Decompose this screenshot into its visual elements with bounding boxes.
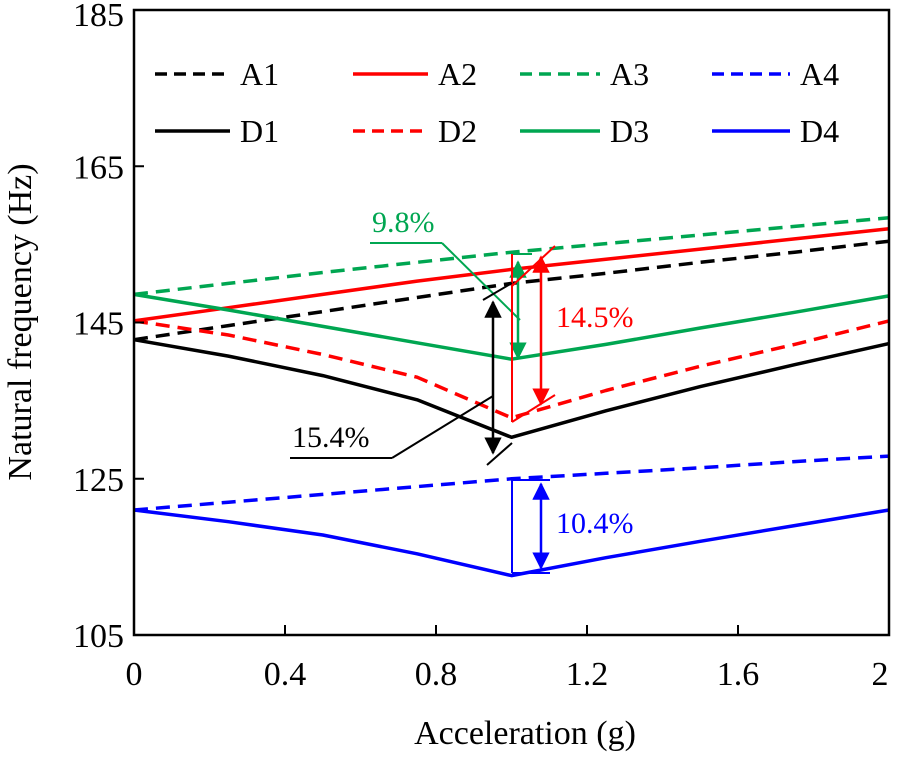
- annotation-layer: 9.8% 14.5% 15.4% 10.4%: [290, 206, 634, 574]
- legend-item-d1: D1: [155, 113, 279, 149]
- series-line-d4: [133, 508, 890, 578]
- legend: A1 A2 A3 A4 D1 D2 D3 D4: [155, 56, 839, 149]
- annotation-9-8-label: 9.8%: [372, 206, 435, 239]
- annotation-9-8-leader-diag: [441, 242, 521, 321]
- legend-label-d3: D3: [610, 113, 649, 149]
- series-line-d1: [133, 337, 890, 440]
- annotation-15-4-tick-bot: [486, 442, 513, 466]
- x-tick-label: 0.4: [264, 656, 307, 693]
- x-tick-label: 1.2: [566, 656, 609, 693]
- legend-item-d2: D2: [353, 113, 477, 149]
- legend-item-d4: D4: [712, 113, 839, 149]
- x-tick-label: 0.8: [415, 656, 458, 693]
- x-tick-label: 0: [126, 656, 143, 693]
- annotation-14-5-label: 14.5%: [556, 301, 634, 334]
- axis-layer: 0 0.4 0.8 1.2 1.6 2 105 125 145 165 185: [73, 0, 890, 693]
- annotation-10-4-label: 10.4%: [556, 507, 634, 540]
- legend-item-a1: A1: [155, 56, 279, 92]
- annotation-14-5-tick-bot: [511, 394, 556, 423]
- series-line-d2: [133, 319, 890, 420]
- legend-label-d2: D2: [438, 113, 477, 149]
- y-tick-label: 145: [73, 306, 124, 343]
- annotation-14-5-tick-top: [511, 245, 556, 287]
- legend-label-a2: A2: [438, 56, 477, 92]
- legend-item-a3: A3: [520, 56, 649, 92]
- y-tick-label: 185: [73, 0, 124, 34]
- y-tick-label: 125: [73, 462, 124, 499]
- y-tick-label: 105: [73, 618, 124, 655]
- legend-item-a2: A2: [353, 56, 477, 92]
- y-tick-label: 165: [73, 149, 124, 186]
- series-line-a4: [133, 454, 890, 512]
- legend-label-d4: D4: [800, 113, 839, 149]
- series-line-a3: [133, 216, 890, 297]
- y-axis-label: Natural frequency (Hz): [2, 163, 39, 480]
- legend-item-d3: D3: [520, 113, 649, 149]
- annotation-15-4-leader-diag: [391, 395, 494, 459]
- x-tick-label: 2: [872, 656, 889, 693]
- legend-item-a4: A4: [712, 56, 839, 92]
- x-axis-label: Acceleration (g): [414, 715, 636, 752]
- legend-label-d1: D1: [240, 113, 279, 149]
- annotation-15-4-label: 15.4%: [292, 421, 370, 454]
- legend-label-a1: A1: [240, 56, 279, 92]
- x-tick-label: 1.6: [717, 656, 760, 693]
- legend-label-a3: A3: [610, 56, 649, 92]
- annotation-15-4-tick-top: [482, 282, 513, 301]
- legend-label-a4: A4: [800, 56, 839, 92]
